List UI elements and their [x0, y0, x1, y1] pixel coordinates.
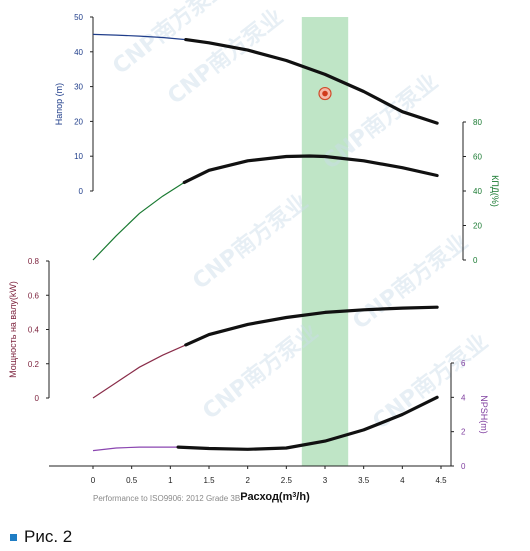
power-axis-label: Мощность на валу(kW) [8, 281, 18, 378]
efficiency-curve [182, 154, 439, 184]
npsh-tick-label: 6 [461, 359, 466, 368]
head-axis-label: Напор (m) [54, 83, 64, 125]
head-tick-label: 50 [74, 13, 83, 22]
watermark-text: CNP南方泵业 [188, 189, 313, 295]
caption-bullet-icon [10, 533, 17, 541]
efficiency-axis-label: КПД(%) [490, 175, 500, 207]
power-tick-label: 0 [35, 394, 40, 403]
head-curve-extrapolated [92, 33, 186, 41]
head-tick-label: 10 [74, 152, 83, 161]
efficiency-tick-label: 20 [473, 222, 482, 231]
x-tick-label: 2 [245, 476, 250, 485]
operating-band [301, 17, 349, 466]
standard-footnote: Performance to ISO9906: 2012 Grade 3B [93, 494, 241, 503]
x-tick-label: 4 [400, 476, 405, 485]
power-tick-label: 0.4 [28, 326, 40, 335]
watermark-text: CNP南方泵业 [348, 229, 473, 335]
efficiency-tick-label: 80 [473, 118, 482, 127]
npsh-curve-extrapolated [92, 446, 179, 452]
x-axis-label: Расход(m3/h) [240, 491, 310, 503]
npsh-axis-label: NPSH(m) [479, 395, 489, 434]
power-tick-label: 0.2 [28, 360, 40, 369]
efficiency-tick-label: 0 [473, 256, 478, 265]
npsh-tick-label: 0 [461, 462, 466, 471]
head-tick-label: 30 [74, 83, 83, 92]
watermark-text: CNP南方泵业 [368, 329, 493, 435]
npsh-tick-label: 2 [461, 428, 466, 437]
head-tick-label: 0 [79, 187, 84, 196]
efficiency-curve-extrapolated [92, 181, 185, 261]
efficiency-tick-label: 40 [473, 187, 482, 196]
x-tick-label: 3 [323, 476, 328, 485]
power-tick-label: 0.6 [28, 291, 40, 300]
figure-caption: Рис. 2 [10, 527, 72, 547]
head-tick-label: 20 [74, 117, 83, 126]
power-curve-extrapolated [92, 344, 187, 399]
x-tick-label: 1.5 [203, 476, 215, 485]
duty-point-center [322, 90, 328, 97]
x-tick-label: 2.5 [281, 476, 293, 485]
x-tick-label: 3.5 [358, 476, 370, 485]
x-tick-label: 4.5 [435, 476, 447, 485]
npsh-curve [176, 395, 439, 451]
head-tick-label: 40 [74, 48, 83, 57]
x-tick-label: 0.5 [126, 476, 138, 485]
power-tick-label: 0.8 [28, 257, 40, 266]
x-tick-label: 0 [91, 476, 96, 485]
power-curve [184, 305, 439, 347]
npsh-tick-label: 4 [461, 393, 466, 402]
x-tick-label: 1 [168, 476, 173, 485]
head-curve [184, 38, 439, 125]
efficiency-tick-label: 60 [473, 153, 482, 162]
caption-text: Рис. 2 [24, 527, 73, 546]
